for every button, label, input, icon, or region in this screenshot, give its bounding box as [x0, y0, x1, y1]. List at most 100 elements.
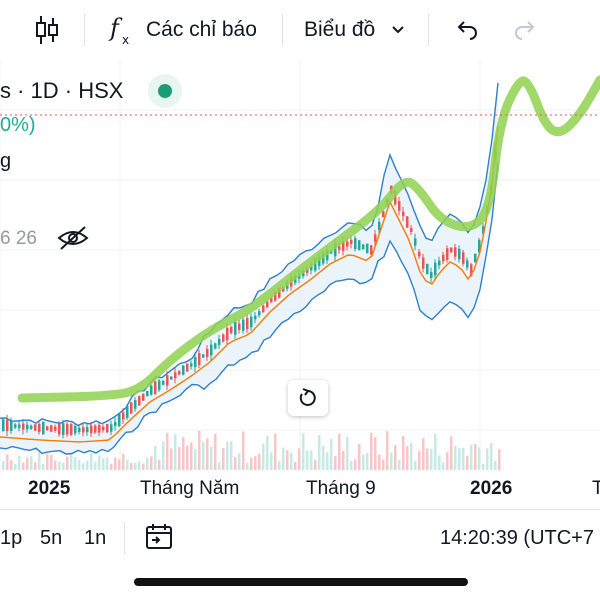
candle-body — [438, 260, 441, 266]
volume-bar — [218, 462, 221, 470]
candle-body — [138, 396, 141, 406]
candle-body — [178, 371, 181, 375]
volume-bar — [138, 461, 141, 470]
candle-body — [218, 339, 221, 345]
candle-body — [86, 427, 89, 433]
volume-bar — [242, 431, 245, 470]
volume-bar — [494, 460, 497, 470]
candle-body — [2, 419, 5, 432]
volume-bar — [54, 460, 57, 470]
candle-body — [362, 244, 365, 250]
chevron-down-icon[interactable] — [390, 22, 406, 38]
price-change: 0%) — [0, 114, 36, 136]
redo-icon[interactable] — [512, 17, 538, 43]
go-to-date-icon[interactable] — [144, 522, 174, 552]
volume-bar — [362, 454, 365, 470]
candle-body — [378, 221, 381, 231]
volume-bar — [266, 435, 269, 470]
undo-icon[interactable] — [454, 17, 480, 43]
volume-bar — [294, 461, 297, 470]
volume-bar — [174, 433, 177, 470]
candle-body — [454, 247, 457, 257]
volume-bar — [434, 433, 437, 470]
candle-body — [234, 321, 237, 335]
chart-toolbar: f x Các chỉ báo Biểu đồ — [0, 0, 600, 60]
eye-slash-icon[interactable] — [56, 224, 90, 252]
volume-bar — [142, 463, 145, 470]
candle-body — [158, 380, 161, 390]
candle-body — [354, 238, 357, 250]
candle-body — [114, 422, 117, 426]
volume-bar — [442, 462, 445, 470]
volume-bar — [62, 462, 65, 470]
reset-icon — [299, 388, 316, 406]
volume-bar — [438, 455, 441, 470]
candle-body — [262, 305, 265, 313]
range-1-day[interactable]: 1n — [84, 527, 107, 549]
svg-text:x: x — [122, 33, 129, 46]
toolbar-divider — [124, 522, 125, 554]
volume-bar — [322, 445, 325, 470]
indicator-label: g — [0, 150, 12, 172]
candle-body — [442, 254, 445, 262]
indicators-button[interactable]: Các chỉ báo — [146, 18, 257, 41]
volume-bar — [286, 450, 289, 470]
volume-bar — [158, 459, 161, 470]
volume-bar — [390, 452, 393, 470]
volume-bar — [450, 436, 453, 470]
candle-body — [450, 247, 453, 253]
candle-body — [222, 334, 225, 342]
candle-body — [186, 363, 189, 372]
price-chart[interactable] — [0, 60, 600, 480]
candle-body — [210, 344, 213, 356]
candle-body — [134, 400, 137, 409]
candlestick-icon[interactable] — [34, 14, 60, 46]
candle-body — [414, 238, 417, 246]
volume-bar — [358, 443, 361, 470]
volume-bar — [310, 450, 313, 470]
candle-body — [54, 426, 57, 431]
volume-bar — [130, 462, 133, 470]
volume-bar — [318, 435, 321, 470]
volume-bar — [470, 444, 473, 470]
volume-bar — [402, 435, 405, 470]
candle-body — [202, 354, 205, 358]
candle-body — [258, 311, 261, 316]
reset-chart-button[interactable] — [288, 380, 328, 416]
volume-bar — [94, 461, 97, 470]
volume-bar — [490, 442, 493, 470]
volume-bar — [482, 463, 485, 470]
candle-body — [310, 265, 313, 271]
chart-type-button[interactable]: Biểu đồ — [304, 18, 376, 41]
candle-body — [190, 363, 193, 367]
volume-bar — [406, 446, 409, 470]
range-5-days[interactable]: 5n — [40, 527, 63, 549]
volume-bar — [374, 437, 377, 470]
candle-body — [66, 424, 69, 435]
toolbar-divider — [428, 14, 429, 46]
volume-bar — [102, 458, 105, 470]
candle-body — [78, 427, 81, 432]
range-1-minute[interactable]: 1p — [0, 527, 23, 549]
candle-body — [238, 323, 241, 331]
candle-body — [466, 260, 469, 268]
volume-bar — [166, 433, 169, 470]
candle-body — [182, 365, 185, 375]
volume-bar — [314, 459, 317, 470]
candle-body — [334, 243, 337, 257]
x-tick-2026: 2026 — [470, 478, 513, 499]
volume-bar — [66, 456, 69, 470]
candle-body — [282, 286, 285, 292]
volume-bar — [466, 455, 469, 470]
volume-bar — [350, 461, 353, 470]
volume-bar — [38, 451, 41, 470]
volume-bar — [74, 457, 77, 470]
function-icon[interactable]: f x — [108, 14, 134, 47]
candle-body — [146, 390, 149, 397]
volume-bar — [82, 463, 85, 470]
candle-body — [478, 239, 481, 253]
volume-bar — [134, 462, 137, 470]
volume-bar — [334, 456, 337, 470]
symbol-header[interactable]: s · 1D · HSX — [0, 78, 124, 103]
volume-value: 6 26 — [0, 228, 37, 249]
